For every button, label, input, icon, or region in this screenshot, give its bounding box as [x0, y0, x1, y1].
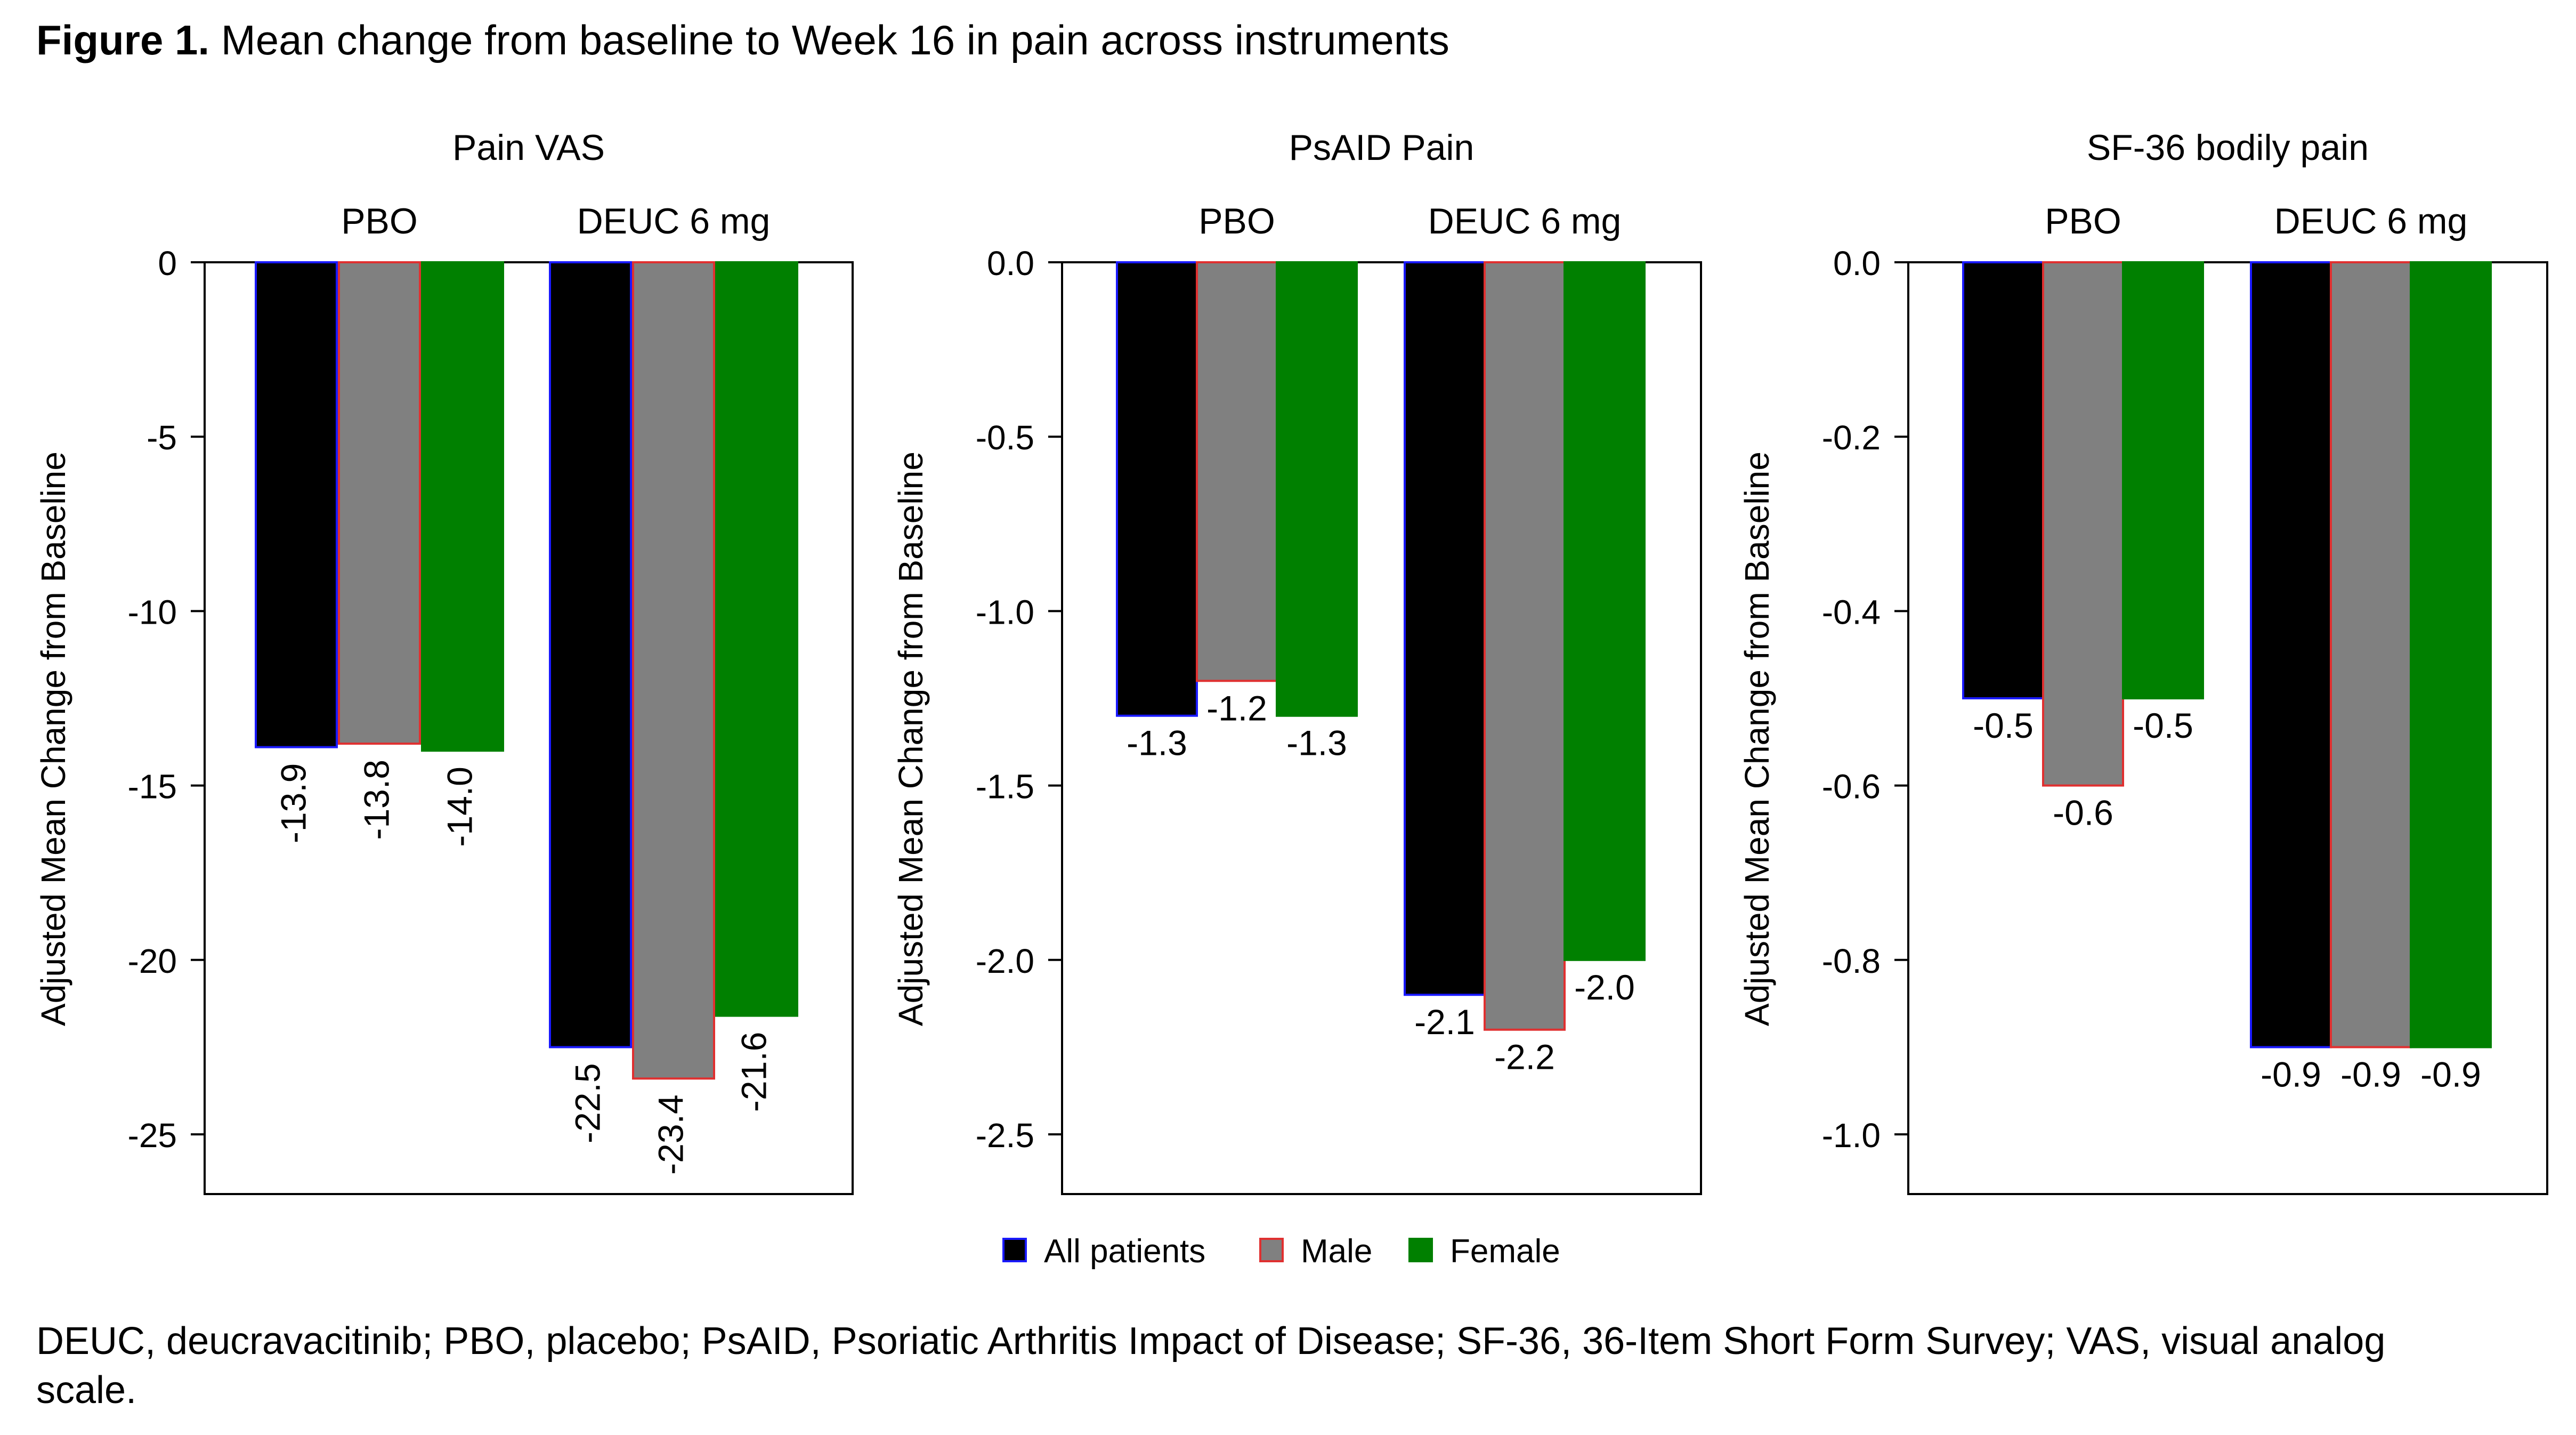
panel-1-y-tick-label-2: -5	[147, 418, 177, 457]
panel-1-bar-female-2	[715, 261, 798, 1017]
panel-2-data-label-all-patients-2: -2.1	[1414, 1002, 1475, 1042]
panel-3-y-tick-label-5: -0.8	[1822, 942, 1881, 980]
panel-1-y-tick-label-6: -25	[128, 1116, 177, 1155]
panel-2-data-label-all-patients-1: -1.3	[1127, 723, 1187, 763]
figure-title: Figure 1. Mean change from baseline to W…	[36, 16, 1449, 65]
panel-2-data-label-male-2: -2.2	[1494, 1037, 1555, 1077]
panel-2-y-tick-label-3: -1.0	[976, 593, 1034, 631]
panel-3-bar-male-2	[2330, 261, 2412, 1049]
panel-1-data-label-female-1: -14.0	[440, 767, 479, 847]
panel-1-bar-male-1	[338, 261, 421, 745]
panel-2-y-tick-label-4: -1.5	[976, 768, 1034, 806]
panel-1-data-label-female-2: -21.6	[734, 1032, 773, 1112]
panel-3-bar-all-patients-2	[2250, 261, 2332, 1049]
panel-3-category-label-1: PBO	[2045, 201, 2121, 241]
panel-1-plot-frame	[204, 261, 854, 1195]
panel-2-plot-frame	[1061, 261, 1702, 1195]
panel-2-bar-all-patients-2	[1404, 261, 1486, 996]
panel-2-y-tick-label-2: -0.5	[976, 418, 1034, 457]
legend-label-male: Male	[1301, 1233, 1372, 1270]
figure-title-text: Mean change from baseline to Week 16 in …	[209, 17, 1449, 63]
figure-label: Figure 1.	[36, 17, 210, 63]
panel-2-bar-female-1	[1276, 261, 1358, 717]
panel-1-y-tick-label-5: -20	[128, 942, 177, 980]
panel-3-category-label-2: DEUC 6 mg	[2274, 201, 2468, 241]
legend-swatch-all-patients	[1002, 1238, 1027, 1262]
panel-3-plot-frame	[1907, 261, 2548, 1195]
panel-2-bar-male-2	[1484, 261, 1566, 1031]
panel-1-category-label-1: PBO	[341, 201, 418, 241]
panel-2-y-tick-label-6: -2.5	[976, 1116, 1034, 1155]
panel-3-bar-male-1	[2042, 261, 2124, 787]
panel-2-title: PsAID Pain	[1289, 127, 1475, 168]
panel-2-category-label-2: DEUC 6 mg	[1428, 201, 1622, 241]
panel-2-category-label-1: PBO	[1198, 201, 1275, 241]
panel-2-bar-all-patients-1	[1116, 261, 1198, 717]
panel-2-bar-female-2	[1564, 261, 1646, 961]
panel-1-bar-female-1	[421, 261, 504, 752]
panel-1-y-axis-label: Adjusted Mean Change from Baseline	[34, 452, 72, 1026]
panel-3-y-axis-label: Adjusted Mean Change from Baseline	[1738, 452, 1776, 1026]
panel-3-bar-all-patients-1	[1962, 261, 2044, 699]
panel-3-data-label-female-2: -0.9	[2420, 1054, 2481, 1094]
panel-3-data-label-all-patients-2: -0.9	[2261, 1054, 2321, 1094]
panel-1-data-label-all-patients-1: -13.9	[273, 763, 313, 843]
panel-3-y-tick-label-4: -0.6	[1822, 768, 1881, 806]
panel-3-y-tick-label-1: 0.0	[1833, 244, 1881, 283]
legend-label-female: Female	[1450, 1233, 1560, 1270]
panel-3-data-label-male-1: -0.6	[2053, 793, 2113, 833]
panel-2-data-label-male-1: -1.2	[1206, 688, 1267, 728]
panel-2-y-tick-label-5: -2.0	[976, 942, 1034, 980]
panel-1-data-label-male-2: -23.4	[651, 1094, 690, 1174]
footnote: DEUC, deucravacitinib; PBO, placebo; PsA…	[36, 1320, 2386, 1412]
panel-1-data-label-all-patients-2: -22.5	[568, 1063, 607, 1143]
panel-1-y-tick-label-1: 0	[158, 244, 177, 283]
panel-3-data-label-male-2: -0.9	[2340, 1054, 2401, 1094]
panel-1-bar-male-2	[632, 261, 715, 1080]
panel-3-y-tick-label-3: -0.4	[1822, 593, 1881, 631]
panel-3-y-tick-label-6: -1.0	[1822, 1116, 1881, 1155]
panel-1-category-label-2: DEUC 6 mg	[577, 201, 771, 241]
panel-2-data-label-female-2: -2.0	[1574, 968, 1635, 1007]
legend-swatch-female	[1408, 1238, 1433, 1262]
panel-1-bar-all-patients-2	[549, 261, 632, 1049]
panel-3-data-label-female-1: -0.5	[2133, 706, 2193, 745]
panel-2-data-label-female-1: -1.3	[1286, 723, 1347, 763]
panel-1-bar-all-patients-1	[255, 261, 338, 748]
panel-1-y-tick-label-3: -10	[128, 593, 177, 631]
panel-3-bar-female-2	[2410, 261, 2492, 1049]
panel-2-y-axis-label: Adjusted Mean Change from Baseline	[892, 452, 930, 1026]
panel-3-data-label-all-patients-1: -0.5	[1973, 706, 2034, 745]
legend-label-all-patients: All patients	[1044, 1233, 1205, 1270]
panel-2-y-tick-label-1: 0.0	[987, 244, 1034, 283]
panel-3-title: SF-36 bodily pain	[2087, 127, 2369, 168]
panel-3-y-tick-label-2: -0.2	[1822, 418, 1881, 457]
panel-2-bar-male-1	[1196, 261, 1278, 682]
panel-1-title: Pain VAS	[452, 127, 605, 168]
panel-1-data-label-male-1: -13.8	[357, 760, 396, 840]
panel-1-y-tick-label-4: -15	[128, 768, 177, 806]
legend-swatch-male	[1259, 1238, 1284, 1262]
panel-3-bar-female-1	[2122, 261, 2204, 699]
